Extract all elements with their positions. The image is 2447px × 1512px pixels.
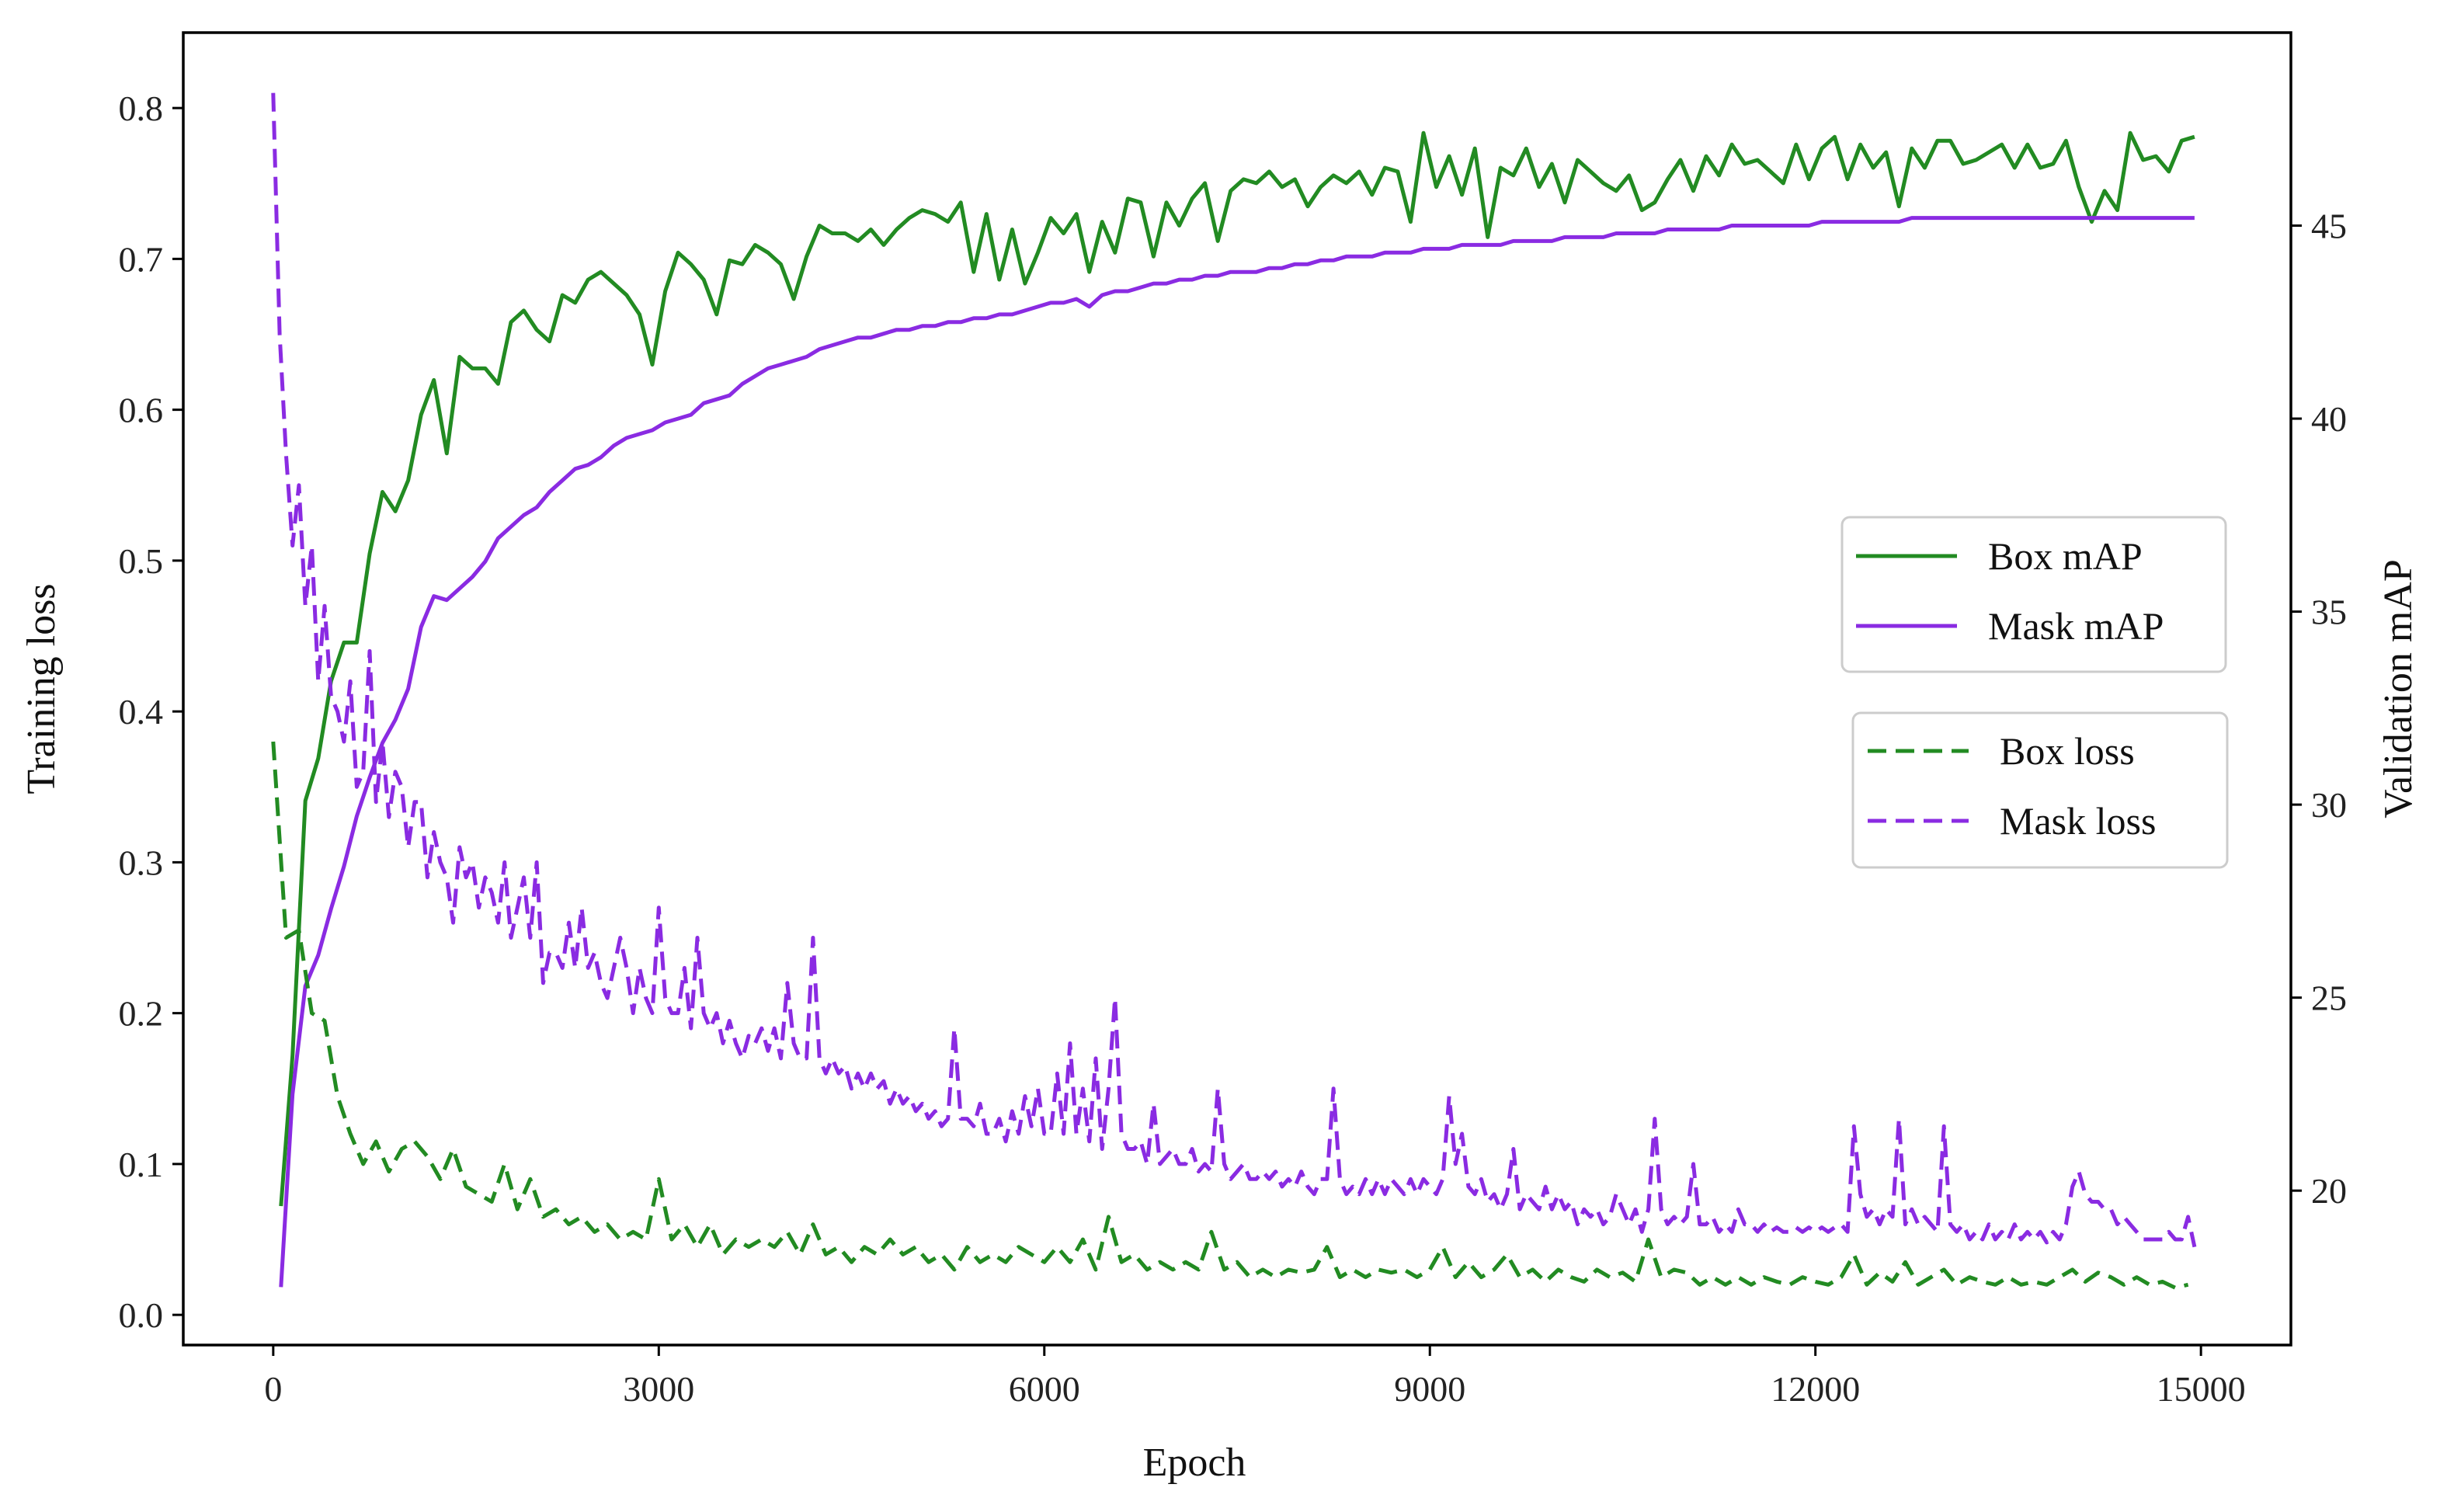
left-y-tick-label: 0.6 xyxy=(119,391,164,430)
legend-box-loss-label: Box loss xyxy=(2000,729,2135,773)
legend-mask-loss-label: Mask loss xyxy=(2000,799,2156,843)
right-y-tick-label: 40 xyxy=(2311,399,2347,439)
left-y-tick-label: 0.0 xyxy=(119,1295,164,1335)
series-box-loss-line xyxy=(271,741,2189,1290)
series-mask-loss-line xyxy=(271,92,2197,1248)
left-y-axis: 0.0 0.1 0.2 0.3 0.4 0.5 0.6 0.7 0.8 xyxy=(119,89,183,1335)
right-y-axis-title: Validation mAP xyxy=(2376,559,2421,819)
x-tick-label: 9000 xyxy=(1394,1369,1465,1409)
legend-loss: Box loss Mask loss xyxy=(1851,711,2229,869)
x-tick-label: 15000 xyxy=(2157,1369,2246,1409)
left-y-tick-label: 0.3 xyxy=(119,843,164,882)
legend-map: Box mAP Mask mAP xyxy=(1840,516,2227,673)
right-y-tick-label: 25 xyxy=(2311,978,2347,1018)
series-mask-map-line xyxy=(279,216,2195,1288)
right-y-tick-label: 35 xyxy=(2311,593,2347,632)
x-tick-label: 6000 xyxy=(1009,1369,1080,1409)
right-y-tick-label: 30 xyxy=(2311,785,2347,825)
x-axis: 0 3000 6000 9000 12000 15000 xyxy=(264,1345,2246,1409)
legend-box-map-label: Box mAP xyxy=(1988,534,2143,578)
x-tick-label: 0 xyxy=(264,1369,282,1409)
left-y-tick-label: 0.1 xyxy=(119,1145,164,1184)
x-axis-title: Epoch xyxy=(1143,1441,1246,1485)
right-y-tick-label: 20 xyxy=(2311,1171,2347,1211)
left-y-tick-label: 0.7 xyxy=(119,239,164,279)
left-y-tick-label: 0.5 xyxy=(119,541,164,581)
left-y-tick-label: 0.2 xyxy=(119,994,164,1034)
left-y-tick-label: 0.8 xyxy=(119,89,164,128)
series-box-map-line xyxy=(279,130,2195,1207)
plot-frame xyxy=(182,31,2292,1347)
x-tick-label: 12000 xyxy=(1771,1369,1860,1409)
x-tick-label: 3000 xyxy=(623,1369,694,1409)
series-layer xyxy=(271,92,2197,1290)
legend-mask-map-label: Mask mAP xyxy=(1988,604,2164,648)
right-y-axis: 20 25 30 35 40 45 xyxy=(2291,207,2347,1211)
left-y-tick-label: 0.4 xyxy=(119,692,164,732)
right-y-tick-label: 45 xyxy=(2311,207,2347,246)
left-y-axis-title: Training loss xyxy=(19,583,64,794)
legend-loss-frame xyxy=(1851,711,2229,869)
